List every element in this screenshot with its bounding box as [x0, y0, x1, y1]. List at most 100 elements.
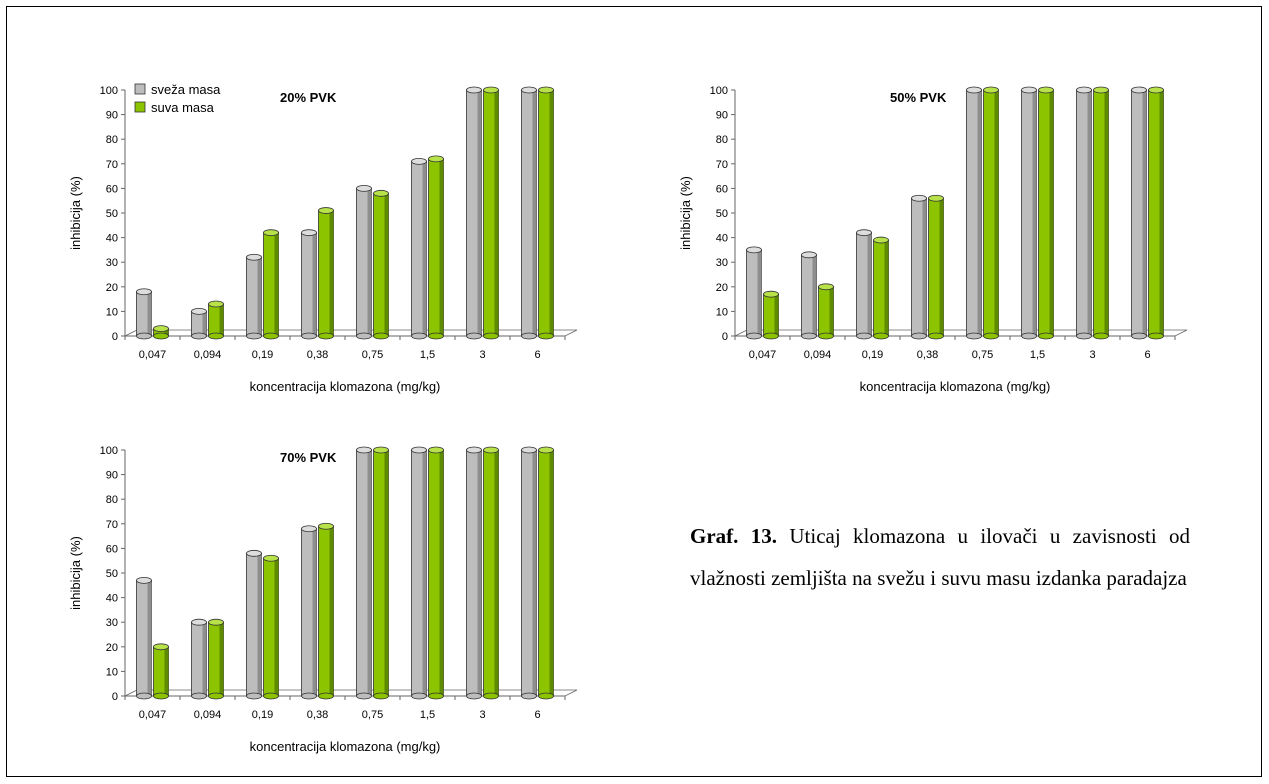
- bar-dry-6: [1093, 86, 1109, 340]
- x-tick-label: 3: [1089, 349, 1095, 361]
- bar-base: [208, 692, 224, 700]
- bar-top: [818, 283, 834, 291]
- bar-base: [911, 332, 927, 340]
- bar-top: [208, 618, 224, 626]
- bar-top: [318, 522, 334, 530]
- bar-base: [538, 692, 554, 700]
- bar-top: [483, 86, 499, 94]
- bar-dry-3: [318, 522, 334, 700]
- bar-shade: [477, 90, 482, 336]
- bar-top: [356, 185, 372, 192]
- y-tick-label: 80: [106, 134, 118, 146]
- bar-shade: [422, 161, 427, 336]
- bar-dry-2: [263, 229, 279, 340]
- x-tick-label: 6: [1144, 349, 1150, 361]
- bar-base: [191, 692, 207, 700]
- bar-base: [428, 692, 444, 700]
- x-tick-label: 0,047: [749, 349, 777, 361]
- bar-dry-2: [263, 554, 279, 700]
- bar-shade: [219, 622, 224, 696]
- bar-shade: [202, 622, 207, 696]
- bar-top: [1038, 86, 1054, 94]
- bar-fresh-0: [746, 246, 762, 340]
- chart-70-pvk: 0 10 20 30 40 50 60 70 80 90 100 0,047 0,094 0,19 0,38…: [68, 445, 578, 754]
- bar-top: [856, 229, 872, 237]
- bar-fresh-2: [246, 253, 262, 340]
- y-tick-label: 10: [106, 666, 118, 678]
- bar-dry-5: [1038, 86, 1054, 340]
- bar-fresh-3: [301, 525, 317, 700]
- bar-shade: [532, 450, 537, 696]
- bar-dry-4: [373, 189, 389, 340]
- bar-shade: [329, 210, 334, 336]
- x-tick-label: 0,094: [804, 349, 832, 361]
- bar-top: [466, 86, 482, 94]
- bar-dry-1: [818, 283, 834, 340]
- y-tick-label: 70: [106, 519, 118, 531]
- bar-shade: [494, 450, 499, 696]
- bar-base: [521, 692, 537, 700]
- bar-base: [373, 332, 389, 340]
- bar-shade: [384, 193, 389, 336]
- bar-top: [428, 155, 444, 163]
- bar-base: [483, 332, 499, 340]
- x-tick-label: 1,5: [420, 349, 435, 361]
- x-tick-label: 0,094: [194, 709, 222, 721]
- y-tick-label: 30: [716, 257, 728, 269]
- bar-base: [483, 692, 499, 700]
- bar-fresh-1: [191, 618, 207, 700]
- bar-dry-7: [1148, 86, 1164, 340]
- bar-fresh-0: [136, 288, 152, 340]
- bar-top: [911, 194, 927, 202]
- y-tick-label: 30: [106, 617, 118, 629]
- bar-top: [1076, 86, 1092, 94]
- bar-shade: [312, 232, 317, 336]
- x-tick-label: 3: [479, 349, 485, 361]
- bar-top: [1021, 86, 1037, 94]
- bar-base: [1076, 332, 1092, 340]
- y-tick-label: 60: [716, 183, 728, 195]
- bar-base: [1021, 332, 1037, 340]
- bar-dry-1: [208, 618, 224, 700]
- x-tick-label: 0,38: [307, 709, 328, 721]
- y-tick-label: 30: [106, 257, 118, 269]
- bar-top: [928, 194, 944, 202]
- bar-top: [246, 549, 262, 557]
- bar-fresh-7: [521, 86, 537, 340]
- bar-fresh-4: [966, 86, 982, 340]
- y-tick-label: 80: [716, 134, 728, 146]
- bar-top: [301, 525, 317, 533]
- y-tick-label: 100: [100, 85, 118, 97]
- bar-shade: [922, 198, 927, 336]
- y-tick-label: 50: [106, 208, 118, 220]
- bar-top: [153, 325, 169, 333]
- y-tick-label: 20: [106, 282, 118, 294]
- x-tick-label: 0,047: [139, 349, 167, 361]
- bar-shade: [994, 90, 999, 336]
- y-tick-label: 60: [106, 183, 118, 195]
- bar-dry-1: [208, 300, 224, 340]
- x-tick-label: 0,19: [862, 349, 883, 361]
- bar-dry-3: [318, 207, 334, 340]
- y-tick-label: 70: [106, 159, 118, 171]
- bar-dry-0: [153, 325, 169, 340]
- bar-shade: [164, 646, 169, 696]
- bar-shade: [757, 249, 762, 336]
- bar-base: [191, 332, 207, 340]
- bar-top: [1093, 86, 1109, 94]
- x-axis-title: koncentracija klomazona (mg/kg): [250, 739, 441, 754]
- bar-base: [301, 332, 317, 340]
- legend-label: suva masa: [151, 100, 215, 115]
- bar-shade: [257, 257, 262, 336]
- bar-shade: [422, 450, 427, 696]
- bar-shade: [147, 580, 152, 696]
- bar-base: [873, 332, 889, 340]
- x-tick-label: 0,19: [252, 709, 273, 721]
- x-tick-label: 6: [534, 349, 540, 361]
- bar-base: [246, 692, 262, 700]
- panel-title: 50% PVK: [890, 90, 947, 105]
- bar-top: [153, 643, 169, 651]
- bar-fresh-3: [911, 194, 927, 340]
- y-tick-label: 40: [106, 233, 118, 245]
- bar-base: [1093, 332, 1109, 340]
